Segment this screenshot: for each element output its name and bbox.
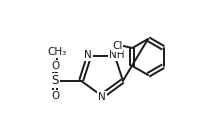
Text: CH₃: CH₃	[47, 47, 67, 57]
Text: S: S	[51, 74, 59, 87]
Text: N: N	[84, 50, 92, 60]
Text: NH: NH	[109, 50, 125, 60]
Text: N: N	[98, 92, 106, 102]
Text: Cl: Cl	[112, 41, 123, 51]
Text: O: O	[51, 61, 59, 71]
Text: O: O	[51, 91, 59, 101]
